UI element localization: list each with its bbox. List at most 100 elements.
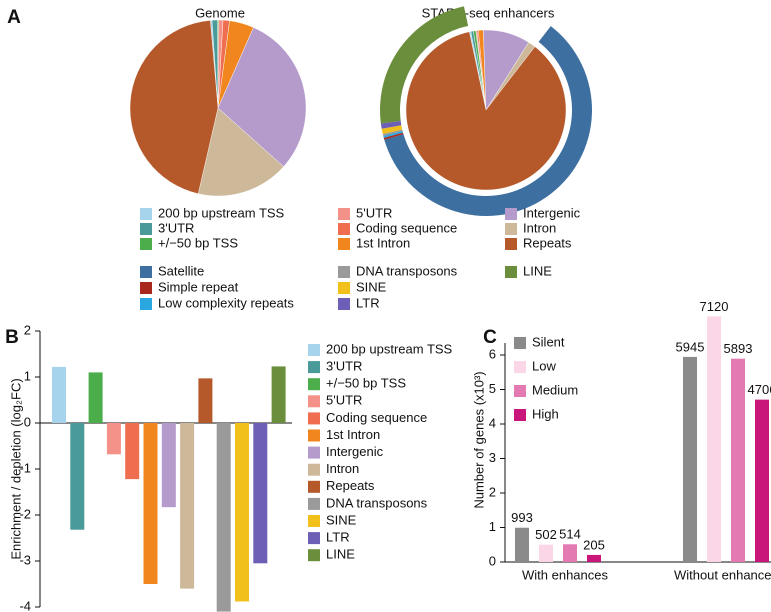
bar [198, 378, 213, 423]
legend-label: 200 bp upstream TSS [326, 341, 453, 356]
legend-label: SINE [356, 279, 387, 294]
legend-label: 3'UTR [158, 220, 194, 235]
legend-swatch [140, 238, 152, 250]
bar [70, 423, 85, 530]
legend-swatch [514, 337, 526, 349]
legend-label: DNA transposons [326, 495, 428, 510]
pie-slice [405, 31, 567, 191]
bar [143, 423, 158, 584]
bar [755, 399, 769, 562]
pie-slice [197, 107, 284, 197]
bar [539, 544, 553, 562]
y-tick-label: 0 [489, 553, 496, 568]
x-tick-label: With enhances [522, 567, 608, 582]
bar [52, 366, 66, 423]
legend-swatch [505, 238, 517, 250]
legend-label: SINE [326, 512, 357, 527]
ring-segment [380, 120, 402, 129]
legend-label: Low [532, 358, 556, 373]
legend-label: 3'UTR [326, 359, 362, 374]
bar [161, 423, 176, 508]
value-label: 514 [559, 527, 581, 542]
legend-label: Intron [326, 461, 359, 476]
legend-label: Silent [532, 334, 565, 349]
legend-label: DNA transposons [356, 263, 458, 278]
bar [683, 356, 697, 562]
legend-label: +/−50 bp TSS [326, 376, 406, 391]
legend-swatch [505, 208, 517, 220]
pie-slice [217, 27, 307, 167]
bar [253, 423, 268, 564]
y-tick-label: -2 [19, 506, 31, 521]
legend-swatch [514, 385, 526, 397]
legend-swatch [308, 429, 320, 442]
legend-swatch [338, 266, 350, 278]
y-tick-label: 0 [24, 414, 31, 429]
legend-swatch [308, 515, 320, 527]
bar [587, 554, 601, 562]
legend-label: 5'UTR [326, 393, 362, 408]
bar [563, 544, 577, 562]
legend-label: 5'UTR [356, 205, 392, 220]
legend-label: Intron [523, 220, 556, 235]
legend-swatch [505, 266, 517, 278]
legend-label: LTR [356, 295, 380, 310]
legend-swatch [308, 412, 320, 425]
ring-segment [382, 129, 403, 136]
value-label: 502 [535, 527, 557, 542]
legend-label: LINE [523, 263, 552, 278]
bar [88, 372, 103, 423]
legend-label: LTR [326, 530, 350, 545]
legend-swatch [338, 223, 350, 235]
legend-swatch [338, 282, 350, 294]
legend-label: Satellite [158, 263, 204, 278]
ring-segment [383, 131, 404, 138]
legend-swatch [308, 361, 320, 374]
y-tick-label: -1 [19, 460, 31, 475]
legend-label: LINE [326, 547, 355, 562]
pie-title: Genome [195, 5, 245, 20]
legend-label: +/−50 bp TSS [158, 235, 238, 250]
bar [707, 316, 721, 562]
value-label: 205 [583, 537, 605, 552]
legend-swatch [308, 463, 320, 476]
legend-swatch [308, 344, 320, 356]
ring-segment [381, 125, 403, 134]
legend-swatch [140, 282, 152, 294]
legend-swatch [308, 446, 320, 459]
legend-label: Intergenic [523, 205, 581, 220]
pie-slice [129, 20, 219, 194]
bar [271, 366, 286, 423]
legend-label: 200 bp upstream TSS [158, 205, 285, 220]
legend-swatch [505, 223, 517, 235]
legend-label: Coding sequence [326, 410, 427, 425]
y-tick-label: 6 [489, 346, 496, 361]
bar [216, 423, 231, 612]
legend-swatch [514, 409, 526, 421]
y-tick-label: 2 [24, 322, 31, 337]
y-tick-label: -3 [19, 552, 31, 567]
legend-swatch [140, 266, 152, 278]
y-tick-label: -4 [19, 598, 31, 612]
legend-swatch [140, 298, 152, 310]
legend-swatch [308, 549, 320, 562]
panel-label: C [483, 327, 497, 348]
bar [125, 423, 140, 480]
y-axis-label: Enrichment / depletion (log₂FC) [8, 378, 23, 559]
legend-label: Repeats [326, 478, 375, 493]
y-tick-label: 1 [24, 368, 31, 383]
legend-label: Coding sequence [356, 220, 457, 235]
value-label: 7120 [700, 299, 729, 314]
legend-swatch [338, 298, 350, 310]
legend-label: 1st Intron [326, 427, 380, 442]
legend-swatch [308, 378, 320, 391]
legend-swatch [308, 532, 320, 545]
legend-label: Low complexity repeats [158, 295, 294, 310]
bar [235, 423, 249, 602]
legend-swatch [308, 395, 320, 408]
legend-label: 1st Intron [356, 235, 410, 250]
ring-segment [383, 132, 404, 140]
value-label: 4706 [748, 382, 771, 397]
y-tick-label: 2 [489, 484, 496, 499]
